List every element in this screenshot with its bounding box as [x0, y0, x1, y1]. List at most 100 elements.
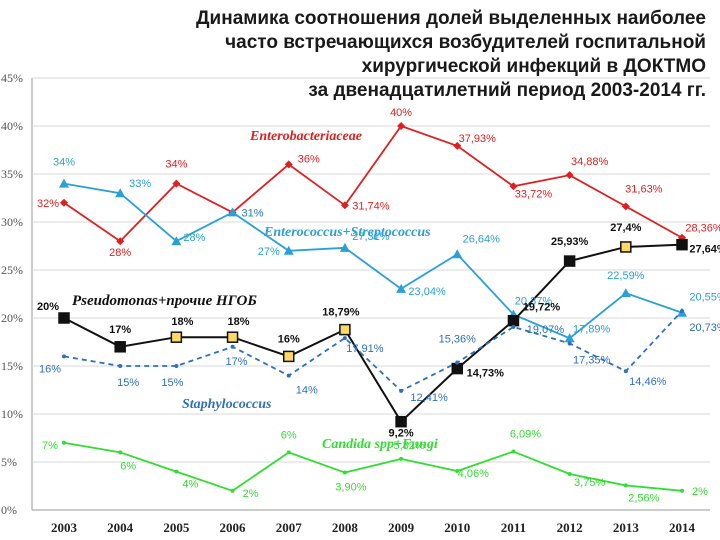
data-point	[114, 341, 126, 353]
data-point	[283, 245, 294, 255]
data-point	[567, 341, 572, 346]
data-label: 18,79%	[322, 307, 360, 319]
data-point	[230, 344, 235, 349]
data-label: 14,46%	[629, 376, 667, 388]
data-point	[174, 469, 179, 474]
data-label: 15,36%	[439, 334, 477, 346]
x-tick-label: 2007	[276, 520, 303, 535]
data-label: 15%	[161, 377, 183, 389]
data-point	[399, 388, 404, 393]
data-label: 31,63%	[625, 183, 663, 195]
data-point	[680, 488, 684, 493]
data-label: 14,73%	[467, 368, 505, 380]
data-point	[340, 201, 349, 210]
series-name-label: Staphylococcus	[182, 397, 272, 412]
data-point	[399, 456, 404, 461]
data-point	[623, 369, 628, 374]
title-line-3: хирургической инфекций в ДОКТМО	[362, 56, 706, 77]
data-label: 3,90%	[335, 482, 366, 494]
data-label: 17,35%	[573, 354, 611, 366]
data-point	[395, 415, 407, 428]
data-point	[171, 236, 182, 246]
data-point	[58, 312, 70, 324]
data-point	[511, 324, 516, 329]
x-tick-label: 2003	[51, 520, 78, 535]
series-names: Enterobacteriaceae Enterococcus+Streptoco…	[72, 129, 438, 452]
data-point	[451, 362, 464, 375]
data-label: 16%	[278, 333, 300, 345]
data-point	[565, 171, 574, 180]
data-label: 23,04%	[408, 286, 446, 298]
data-point	[339, 242, 350, 252]
title-line-4: за двенадцатилетний период 2003-2014 гг.	[308, 80, 706, 101]
data-label: 20,37%	[515, 295, 553, 307]
data-labels: 32% 28% 34% 31% 36% 31,74% 40% 37,93% 33,72% 34,8…	[37, 107, 720, 504]
title-line-1: Динамика соотношения долей выделенных на…	[196, 8, 706, 29]
data-point	[172, 179, 181, 188]
data-label: 6%	[120, 460, 136, 472]
data-point	[339, 323, 351, 336]
data-point	[567, 472, 572, 476]
data-label: 6,09%	[510, 429, 541, 441]
y-tick-label: 30%	[1, 215, 23, 229]
data-point	[396, 283, 407, 293]
data-point	[118, 364, 123, 368]
series-name-label: Candida spp+Fungi	[322, 437, 438, 452]
data-point	[62, 440, 66, 445]
data-label: 16%	[39, 363, 61, 375]
series-group	[58, 122, 688, 493]
data-label: 15%	[117, 377, 139, 389]
series-line-1	[63, 182, 683, 340]
data-label: 33,72%	[515, 188, 553, 200]
x-tick-label: 2011	[501, 520, 526, 535]
data-point	[286, 373, 291, 378]
data-label: 40%	[390, 107, 412, 119]
data-label: 26,64%	[463, 233, 501, 245]
data-label: 17%	[109, 324, 131, 336]
data-label: 17,91%	[346, 343, 384, 355]
data-point	[227, 207, 238, 217]
data-point	[115, 188, 126, 198]
data-label: 17%	[226, 356, 248, 368]
data-label: 28%	[183, 232, 205, 244]
data-label: 34,88%	[571, 156, 609, 168]
title-line-2: часто встречающихся возбудителей госпита…	[225, 32, 706, 53]
data-label: 36%	[298, 153, 320, 165]
data-point	[342, 470, 347, 475]
data-label: 20,55%	[689, 292, 720, 304]
data-label: 3,75%	[574, 477, 605, 489]
data-label: 31%	[242, 207, 264, 219]
data-label: 27,31%	[352, 231, 390, 243]
data-label: 20%	[37, 301, 59, 313]
y-tick-label: 15%	[1, 359, 23, 373]
data-label: 32%	[37, 198, 59, 210]
data-point	[116, 237, 125, 246]
y-tick-label: 25%	[1, 263, 23, 277]
x-tick-label: 2012	[557, 520, 583, 535]
data-point	[509, 182, 518, 191]
data-label: 4,06%	[458, 468, 489, 480]
grid	[31, 77, 710, 511]
data-label: 28%	[109, 247, 131, 259]
series-name-label: Enterococcus+Streptococcus	[263, 225, 431, 240]
data-label: 31,74%	[352, 200, 390, 212]
data-point	[620, 241, 632, 253]
x-tick-label: 2004	[107, 520, 134, 535]
y-tick-label: 20%	[1, 311, 23, 325]
data-label: 9,2%	[389, 428, 414, 440]
data-point	[507, 314, 520, 327]
series-name-label: Enterobacteriaceae	[249, 129, 362, 144]
data-point	[397, 122, 406, 130]
data-point	[452, 249, 463, 259]
x-tick-label: 2009	[388, 520, 415, 535]
data-point	[680, 308, 684, 313]
data-label: 19,72%	[523, 302, 561, 314]
series-line-3	[63, 310, 683, 392]
chart-title: Динамика соотношения долей выделенных на…	[196, 8, 706, 101]
data-label: 22,59%	[607, 270, 645, 282]
data-point	[563, 255, 576, 267]
data-label: 18%	[171, 316, 193, 328]
data-point	[623, 483, 628, 488]
data-point	[342, 336, 347, 341]
